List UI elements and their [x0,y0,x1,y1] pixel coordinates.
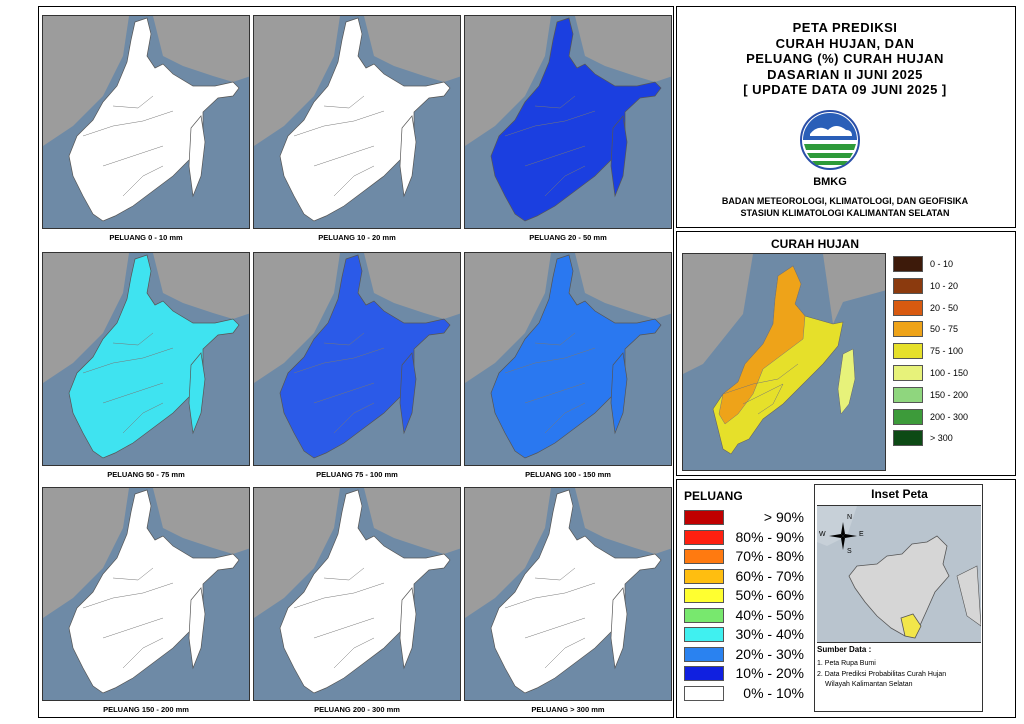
compass-rose: N S E W [819,514,864,555]
curah-hujan-frame [676,231,1016,476]
peluang-class-label: > 90% [763,509,804,525]
prediction-map-panel [42,15,250,229]
curah-hujan-class-label: 200 - 300 [930,411,969,422]
inset-box: Inset Peta N S E W Sumber Data : 1. Peta… [814,484,983,712]
curah-hujan-class-label: 50 - 75 [930,324,959,335]
curah-hujan-swatch [893,277,923,294]
curah-hujan-class-label: 0 - 10 [930,259,954,269]
peluang-swatch [684,627,724,642]
curah-hujan-title: CURAH HUJAN [770,237,859,251]
curah-hujan-class-label: 150 - 200 [930,389,969,400]
peluang-swatch [684,607,724,623]
sumber-item-3: Wilayah Kalimantan Selatan [825,681,913,688]
logo-text: BMKG [813,176,847,188]
title-line-3: PELUANG (%) CURAH HUJAN [746,51,944,66]
title-line-4: DASARIAN II JUNI 2025 [767,66,923,82]
peluang-swatch [684,588,724,603]
map-panel-label: PELUANG 150 - 200 mm [103,705,189,714]
peluang-class-label: 80% - 90% [735,528,804,545]
peluang-swatch [684,549,724,564]
prediction-map-panel [253,252,461,466]
prediction-map-panel [253,15,461,229]
peluang-swatch [684,510,724,525]
peluang-swatch [684,685,724,701]
sumber-title: Sumber Data : [817,645,872,654]
peluang-swatch [684,666,724,681]
prediction-map-panel [253,487,461,701]
map-panel-label: PELUANG 200 - 300 mm [314,705,400,714]
map-panel-label: PELUANG 10 - 20 mm [318,233,396,242]
peluang-swatch [684,646,724,662]
peluang-class-label: 70% - 80% [735,548,804,564]
peluang-class-label: 10% - 20% [735,665,804,681]
title-frame [676,6,1016,228]
peluang-swatch [684,568,724,584]
curah-hujan-swatch [893,430,923,447]
curah-hujan-swatch [893,321,923,338]
peluang-class-label: 0% - 10% [743,684,804,701]
inset-map: N S E W [817,505,982,643]
sumber-item-2: 2. Data Prediksi Probabilitas Curah Huja… [817,671,947,678]
prediction-map-panel [42,252,250,466]
curah-hujan-class-label: > 300 [930,433,953,444]
prediction-map-panel [42,487,250,701]
curah-hujan-swatch [893,256,923,272]
curah-hujan-map [682,253,886,471]
maps-frame [38,6,674,718]
peluang-class-label: 30% - 40% [735,626,804,642]
curah-hujan-class-label: 10 - 20 [930,280,959,291]
station-name: STASIUN KLIMATOLOGI KALIMANTAN SELATAN [740,208,950,218]
map-panel-label: PELUANG > 300 mm [531,705,605,714]
title-line-2: CURAH HUJAN, DAN [775,35,915,51]
bmkg-logo: BMKG [798,110,862,192]
compass-north: N [847,514,853,521]
organization-name: BADAN METEOROLOGI, KLIMATOLOGI, DAN GEOF… [721,196,969,206]
map-panel-label: PELUANG 50 - 75 mm [107,470,185,479]
peluang-frame [676,479,1016,718]
inset-title: Inset Peta [871,487,928,501]
curah-hujan-swatch [893,408,923,425]
compass-east: E [859,531,864,538]
peluang-swatch [684,529,724,545]
curah-hujan-swatch [893,365,923,381]
title-line-5: [ UPDATE DATA 09 JUNI 2025 ] [743,82,947,97]
curah-hujan-swatch [893,299,923,316]
title-line-1: PETA PREDIKSI [792,20,898,35]
peluang-title: PELUANG [684,489,743,503]
curah-hujan-swatch [893,386,923,403]
compass-south: S [847,548,852,555]
peluang-class-label: 50% - 60% [735,587,804,603]
curah-hujan-class-label: 100 - 150 [930,368,969,378]
peluang-class-label: 60% - 70% [735,567,804,584]
peluang-class-label: 20% - 30% [735,645,804,662]
curah-hujan-class-label: 75 - 100 [930,346,964,357]
map-panel-label: PELUANG 100 - 150 mm [525,470,611,479]
compass-west: W [819,531,826,538]
prediction-map-panel [464,15,672,229]
map-title: PETA PREDIKSI CURAH HUJAN, DAN PELUANG (… [680,20,1010,98]
prediction-map-panel [464,487,672,701]
map-panel-label: PELUANG 75 - 100 mm [316,470,398,479]
prediction-map-panel [464,252,672,466]
map-panel-label: PELUANG 20 - 50 mm [529,233,607,242]
curah-hujan-swatch [893,343,923,360]
peluang-class-label: 40% - 50% [735,606,804,623]
map-panel-label: PELUANG 0 - 10 mm [109,233,183,242]
curah-hujan-class-label: 20 - 50 [930,302,959,313]
sumber-item-1: 1. Peta Rupa Bumi [817,660,876,667]
